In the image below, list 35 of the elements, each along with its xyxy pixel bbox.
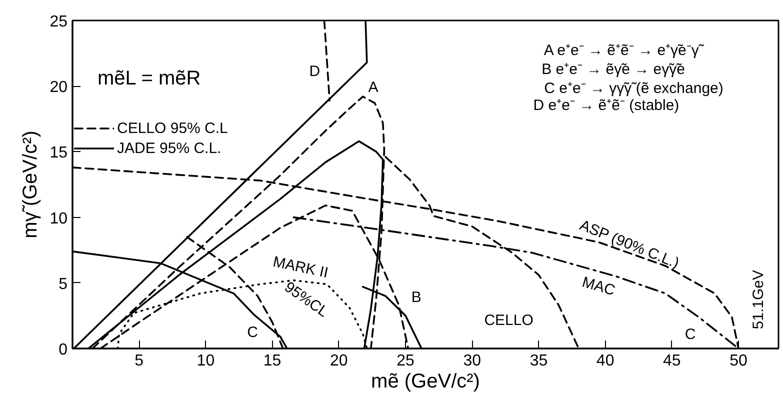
annotation: C	[684, 326, 696, 343]
y-tick-label: 25	[50, 14, 68, 30]
annotation: MARK II	[271, 253, 330, 282]
annotation: B e⁺e⁻ → ẽγ̃e → eγ̃γ̃e	[542, 60, 686, 78]
y-tick-label: 5	[58, 276, 68, 293]
annotation: C	[247, 324, 258, 341]
x-tick-label: 50	[730, 352, 748, 370]
annotation: C e⁺e⁻ → γγ̃γ̃ (ẽ exchange)	[544, 80, 724, 97]
annotation: MAC	[580, 274, 617, 300]
y-axis-title: mγ̃ (GeV/c²)	[20, 130, 42, 238]
annotation: CELLO	[484, 312, 534, 330]
annotation: 51.1GeV	[750, 270, 768, 330]
x-tick-label: 15	[263, 352, 282, 370]
x-tick-label: 25	[396, 352, 415, 370]
y-tick-label: 20	[50, 79, 68, 96]
annotation: A e⁺e⁻ → ẽ⁺ẽ⁻ → e⁺γ̃e⁻γ̃	[544, 42, 705, 59]
x-tick-label: 5	[134, 352, 144, 370]
annotation: D e⁺e⁻ → ẽ⁺ẽ⁻ (stable)	[533, 96, 680, 114]
annotation: ASP (90% C.L.)	[577, 216, 682, 272]
y-tick-label: 10	[50, 210, 68, 228]
x-axis-title: mẽ (GeV/c²)	[371, 370, 480, 392]
annotation: A	[368, 78, 378, 96]
x-tick-label: 45	[663, 352, 681, 370]
x-tick-label: 30	[463, 352, 482, 370]
y-tick-label: 15	[50, 144, 68, 162]
x-tick-label: 40	[596, 352, 614, 370]
annotation: mẽL = mẽR	[97, 68, 201, 90]
annotation: B	[411, 289, 422, 306]
x-tick-label: 35	[530, 352, 548, 370]
legend-label: CELLO 95% C.L	[117, 120, 228, 136]
x-tick-label: 20	[330, 352, 348, 370]
annotation: D	[309, 62, 320, 80]
x-tick-label: 10	[196, 352, 215, 370]
y-tick-label: 0	[58, 342, 68, 358]
legend-label: JADE 95% C.L.	[117, 140, 222, 156]
